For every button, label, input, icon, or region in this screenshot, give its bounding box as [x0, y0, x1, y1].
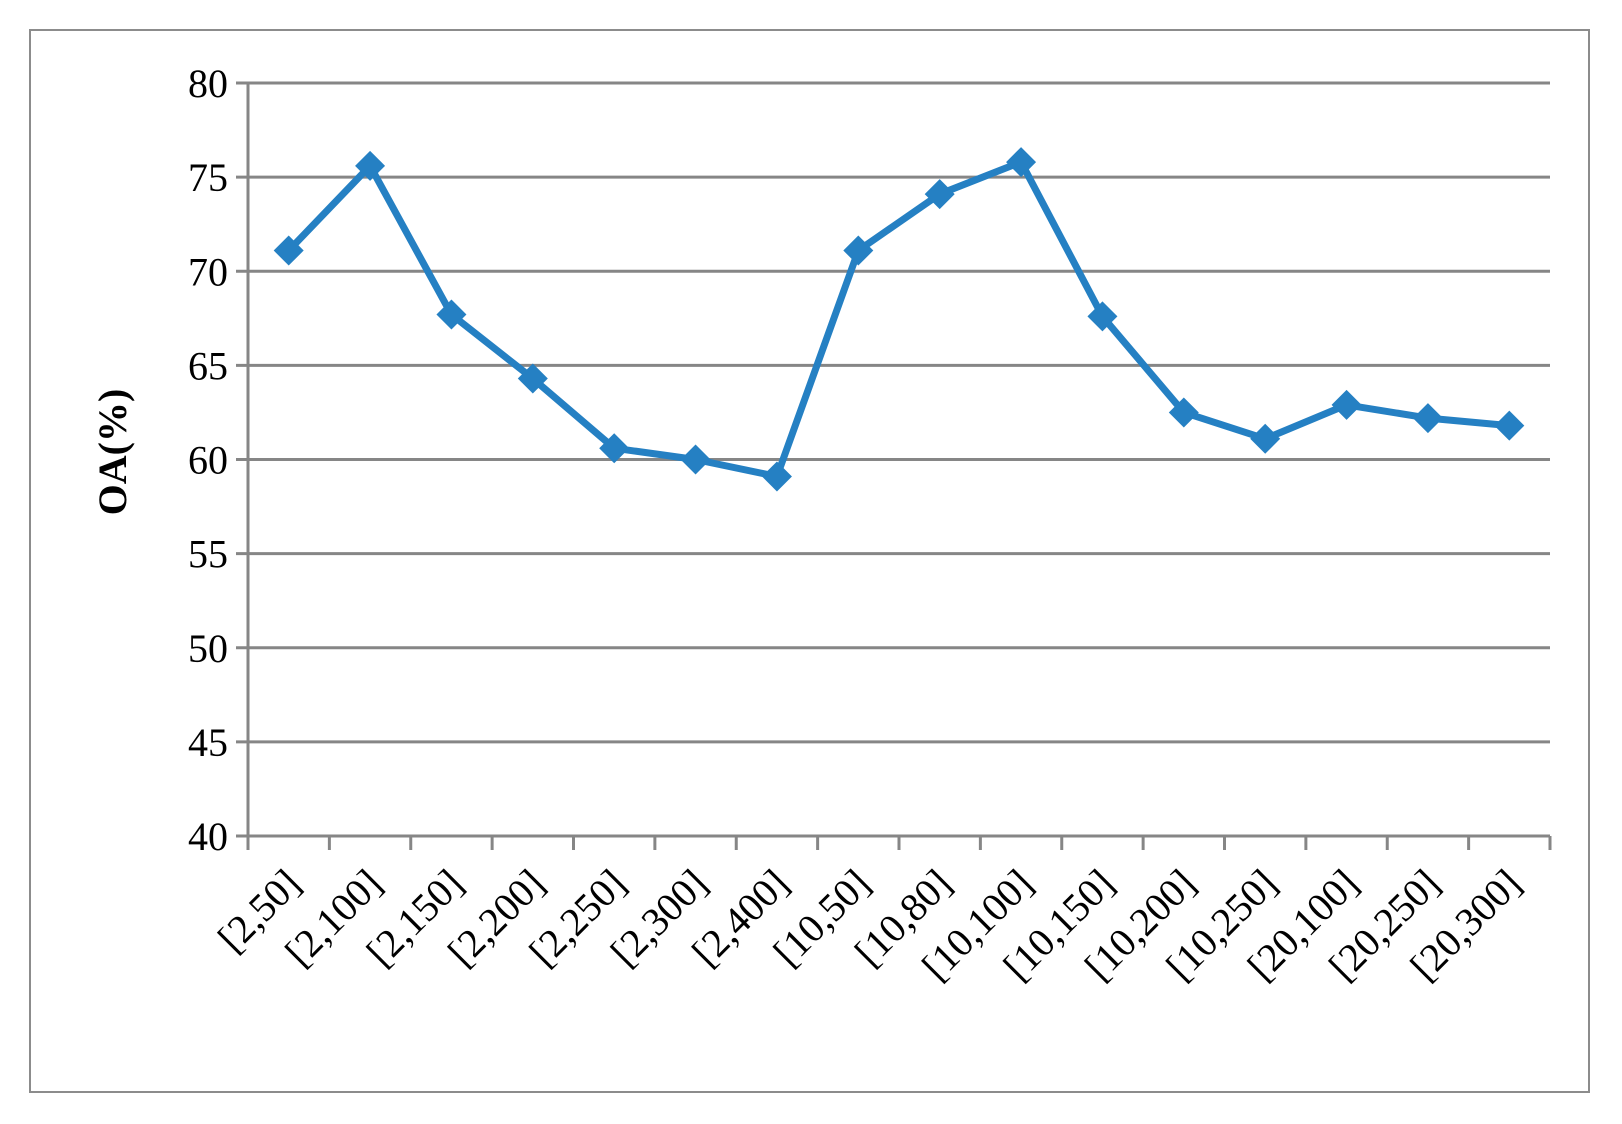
data-point-marker — [680, 444, 711, 475]
y-tick-label: 60 — [188, 438, 228, 483]
gridlines — [248, 81, 1550, 744]
y-tick-label: 40 — [188, 814, 228, 859]
y-tick-label: 45 — [188, 720, 228, 765]
data-point-marker — [1250, 423, 1281, 454]
series-polyline — [286, 158, 1510, 480]
y-tick-label: 80 — [188, 61, 228, 106]
data-point-marker — [761, 461, 792, 492]
y-tick-label: 65 — [188, 343, 228, 388]
data-point-marker — [599, 433, 630, 464]
series-line — [286, 158, 1510, 480]
data-point-marker — [273, 235, 304, 266]
data-point-marker — [843, 235, 874, 266]
data-point-marker — [436, 299, 467, 330]
data-point-marker — [924, 179, 955, 210]
data-point-marker — [517, 363, 548, 394]
axes — [236, 81, 1552, 850]
y-tick-label: 75 — [188, 155, 228, 200]
data-point-marker — [1006, 147, 1037, 178]
data-point-marker — [355, 150, 386, 181]
data-markers — [273, 147, 1525, 492]
y-tick-label: 50 — [188, 626, 228, 671]
data-point-marker — [1494, 410, 1525, 441]
data-point-marker — [1412, 403, 1443, 434]
chart-frame — [29, 29, 1590, 1093]
y-axis-title: OA(%) — [90, 389, 135, 516]
y-tick-label: 55 — [188, 532, 228, 577]
data-point-marker — [1087, 301, 1118, 332]
data-point-marker — [1331, 389, 1362, 420]
data-point-marker — [1168, 397, 1199, 428]
y-tick-label: 70 — [188, 249, 228, 294]
